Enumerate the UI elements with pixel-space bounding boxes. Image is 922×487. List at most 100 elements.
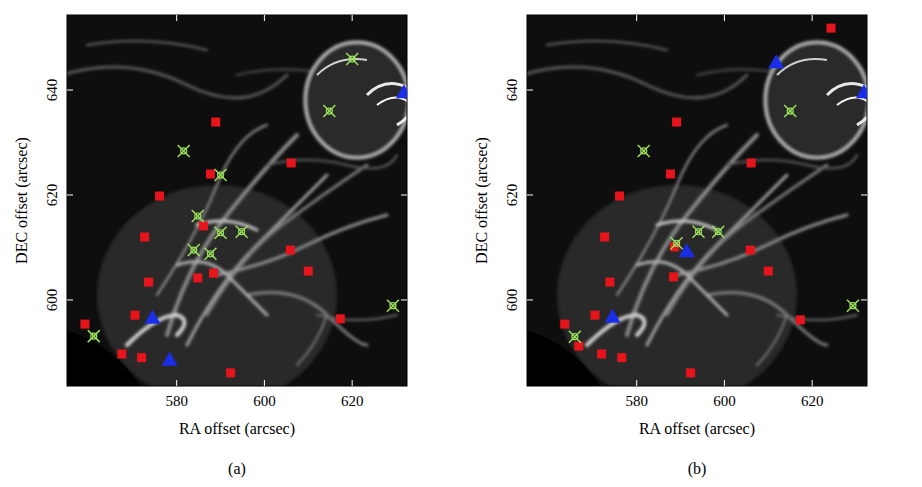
point — [323, 105, 335, 117]
point — [591, 311, 600, 320]
point — [605, 309, 621, 323]
point-cross — [638, 145, 650, 157]
filament — [87, 41, 207, 50]
point-cross — [215, 227, 227, 239]
point — [827, 24, 836, 33]
point-cross — [88, 330, 100, 342]
x-tick — [724, 15, 725, 21]
point-cross — [323, 105, 335, 117]
point — [638, 145, 650, 157]
y-tick — [67, 194, 73, 195]
point-cross — [671, 237, 683, 249]
frame — [67, 15, 407, 386]
point — [188, 244, 200, 256]
point — [144, 278, 153, 287]
point — [672, 118, 681, 127]
y-tick-label: 620 — [504, 184, 520, 207]
y-tick-label: 620 — [44, 184, 60, 207]
point — [137, 353, 146, 362]
point — [764, 267, 773, 276]
point — [346, 53, 358, 65]
y-axis-title: DEC offset (arcsec) — [473, 137, 491, 264]
x-tick-label: 600 — [713, 393, 736, 409]
point — [597, 349, 606, 358]
point — [80, 320, 89, 329]
filament — [637, 262, 727, 315]
filament — [727, 155, 857, 168]
point — [856, 84, 867, 98]
disc — [67, 325, 160, 386]
y-tick — [527, 299, 533, 300]
point — [768, 54, 784, 68]
point-cross — [387, 300, 399, 312]
loop — [377, 98, 407, 106]
x-tick-label: 580 — [625, 393, 648, 409]
x-tick — [176, 15, 177, 21]
x-axis-title: RA offset (arcsec) — [639, 420, 755, 438]
point — [669, 272, 678, 281]
x-tick — [176, 380, 177, 386]
x-axis-title: RA offset (arcsec) — [179, 420, 295, 438]
ring — [305, 42, 407, 158]
y-axis-title: DEC offset (arcsec) — [13, 137, 31, 264]
point-cross — [346, 53, 358, 65]
loop — [317, 59, 367, 75]
x-tick-label: 620 — [341, 393, 364, 409]
point — [686, 368, 695, 377]
y-tick — [527, 90, 533, 91]
point-cross — [569, 331, 581, 343]
filament — [267, 155, 397, 168]
y-tick-label: 640 — [44, 79, 60, 102]
point — [117, 349, 126, 358]
point — [574, 342, 583, 351]
point — [178, 145, 190, 157]
point-cross — [188, 244, 200, 256]
point — [145, 310, 161, 324]
point — [396, 84, 407, 98]
x-tick — [636, 380, 637, 386]
point — [693, 226, 705, 238]
x-tick — [352, 380, 353, 386]
frame — [527, 15, 867, 386]
point — [236, 226, 248, 238]
loop — [827, 84, 867, 125]
point-cross — [693, 226, 705, 238]
point — [287, 158, 296, 167]
filament — [187, 175, 327, 345]
point — [155, 192, 164, 201]
filament — [157, 125, 267, 295]
image-inner — [67, 15, 407, 386]
point — [679, 243, 695, 257]
y-tick — [401, 194, 407, 195]
point — [336, 314, 345, 323]
point — [193, 273, 202, 282]
point — [206, 170, 215, 179]
point — [131, 311, 140, 320]
point — [204, 248, 216, 260]
point-cross — [847, 300, 859, 312]
filament — [197, 221, 257, 230]
point — [847, 300, 859, 312]
filament — [627, 135, 757, 335]
point — [671, 237, 683, 249]
loop — [837, 98, 867, 106]
point — [199, 221, 208, 230]
point — [747, 158, 756, 167]
point-cross — [236, 226, 248, 238]
point — [712, 226, 724, 238]
point — [560, 320, 569, 329]
y-tick — [527, 194, 533, 195]
point — [615, 192, 624, 201]
point-cross — [215, 169, 227, 181]
filament — [297, 315, 327, 365]
point-cross — [192, 210, 204, 222]
image-inner — [527, 15, 867, 386]
panel: 580600620600620640RA offset (arcsec)DEC … — [0, 15, 415, 487]
y-tick — [401, 299, 407, 300]
point-cross — [712, 226, 724, 238]
image — [527, 15, 867, 386]
point — [617, 353, 626, 362]
y-tick — [861, 299, 867, 300]
filament — [777, 315, 857, 320]
filament — [167, 135, 297, 335]
